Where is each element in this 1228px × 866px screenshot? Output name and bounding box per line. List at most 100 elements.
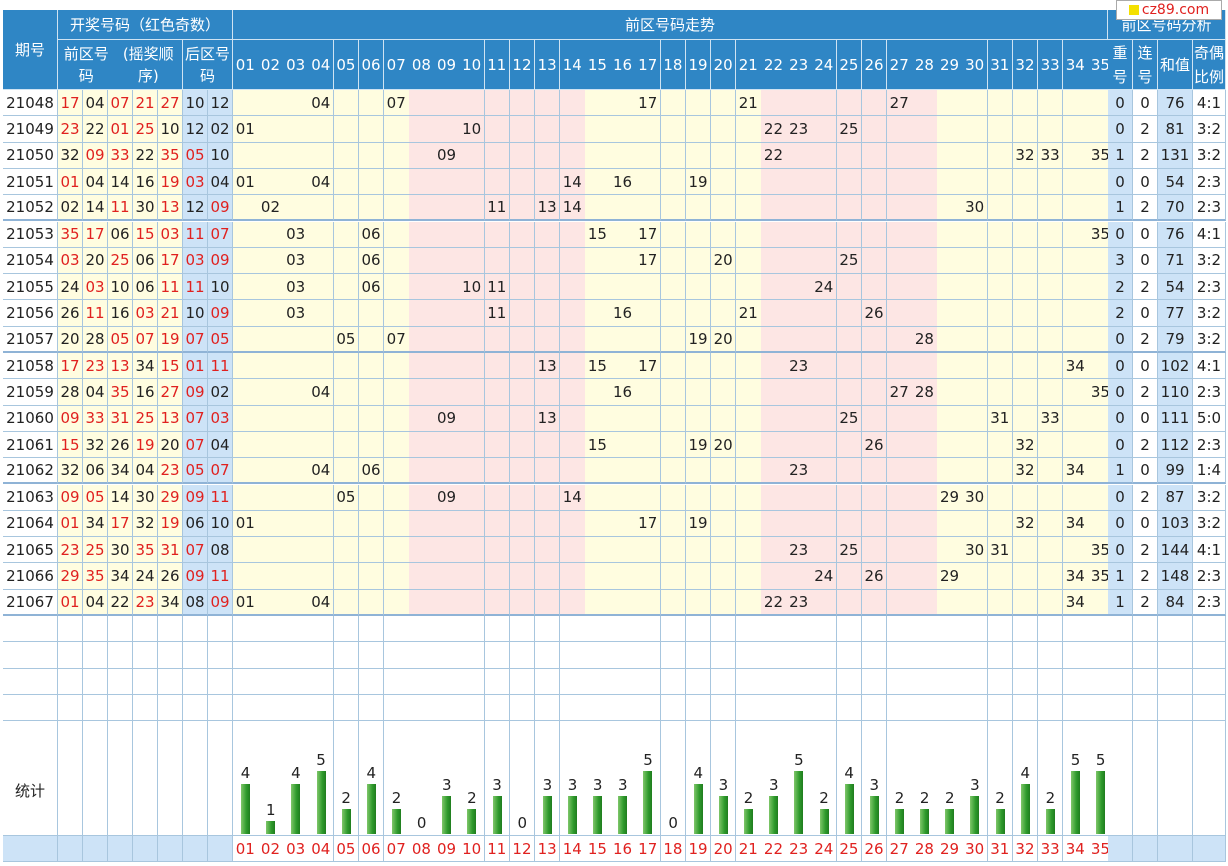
trend-cell — [383, 195, 410, 222]
front-draw-number: 06 — [108, 221, 133, 248]
header-trend-col-23: 23 — [786, 40, 812, 90]
trend-cell — [861, 537, 888, 564]
sum-cell: 84 — [1158, 589, 1193, 616]
empty-cell — [559, 616, 586, 643]
empty-cell — [183, 642, 208, 669]
issue-cell: 21052 — [3, 195, 58, 222]
trend-cell — [1062, 90, 1089, 117]
empty-cell — [786, 668, 812, 695]
trend-cell — [585, 510, 611, 538]
empty-cell — [559, 668, 586, 695]
empty-cell — [710, 642, 737, 669]
trend-cell — [509, 379, 536, 406]
trend-cell — [987, 247, 1014, 275]
trend-cell — [559, 510, 586, 538]
trend-cell — [283, 431, 309, 459]
trend-cell — [509, 300, 536, 327]
front-draw-number: 34 — [108, 458, 133, 485]
trend-cell — [333, 142, 360, 169]
site-logo[interactable]: cz89.com — [1116, 0, 1222, 20]
footer-empty-cell — [133, 836, 158, 862]
trend-cell — [484, 563, 511, 590]
trend-cell — [912, 431, 938, 459]
ratio-cell: 5:0 — [1193, 405, 1226, 432]
trend-cell — [761, 326, 787, 353]
trend-cell: 05 — [333, 484, 360, 511]
sum-cell: 87 — [1158, 484, 1193, 511]
trend-cell — [736, 221, 762, 248]
empty-cell — [1062, 668, 1089, 695]
trend-cell — [409, 247, 435, 275]
trend-cell — [258, 221, 284, 248]
front-draw-number: 19 — [158, 510, 183, 538]
trend-cell — [710, 458, 737, 485]
trend-cell — [258, 563, 284, 590]
trend-cell — [861, 353, 888, 380]
trend-cell — [358, 563, 385, 590]
footer-col-number: 16 — [610, 836, 636, 862]
trend-cell — [258, 90, 284, 117]
front-draw-number: 30 — [133, 484, 158, 511]
empty-cell — [434, 694, 460, 722]
trend-cell — [635, 326, 662, 353]
front-draw-number: 24 — [133, 563, 158, 590]
header-trend-col-10: 10 — [459, 40, 485, 90]
stats-bar — [844, 783, 854, 834]
front-draw-number: 27 — [158, 90, 183, 117]
sum-cell: 81 — [1158, 116, 1193, 143]
trend-cell — [610, 563, 636, 590]
trend-cell: 33 — [1037, 405, 1064, 432]
trend-cell — [610, 484, 636, 511]
front-draw-number: 19 — [158, 168, 183, 196]
empty-cell — [836, 721, 863, 748]
empty-cell — [409, 721, 435, 748]
trend-cell — [861, 274, 888, 301]
trend-cell: 20 — [710, 247, 737, 275]
trend-cell — [585, 90, 611, 117]
empty-cell — [258, 694, 284, 722]
empty-cell — [1012, 642, 1039, 669]
trend-cell — [912, 458, 938, 485]
front-draw-number: 22 — [108, 589, 133, 616]
trend-cell — [233, 537, 259, 564]
trend-cell — [710, 379, 737, 406]
trend-cell — [912, 405, 938, 432]
trend-cell — [1062, 484, 1089, 511]
empty-cell — [710, 668, 737, 695]
footer-col-number: 10 — [459, 836, 485, 862]
trend-cell — [962, 431, 988, 459]
trend-cell — [761, 247, 787, 275]
trend-cell — [836, 379, 863, 406]
trend-cell — [484, 116, 511, 143]
empty-cell — [58, 616, 83, 643]
trend-cell: 14 — [559, 195, 586, 222]
empty-cell — [912, 721, 938, 748]
trend-cell — [761, 379, 787, 406]
trend-cell — [962, 379, 988, 406]
trend-cell: 25 — [836, 247, 863, 275]
trend-cell — [358, 379, 385, 406]
issue-cell: 21064 — [3, 510, 58, 538]
stats-bar — [920, 808, 930, 834]
stats-bar-label: 3 — [567, 776, 578, 795]
trend-cell — [358, 431, 385, 459]
trend-cell — [836, 510, 863, 538]
trend-cell: 13 — [534, 405, 561, 432]
front-draw-number: 34 — [108, 563, 133, 590]
trend-cell — [383, 142, 410, 169]
trend-cell — [534, 589, 561, 616]
trend-cell: 04 — [308, 168, 335, 196]
trend-cell — [886, 326, 913, 353]
trend-cell — [811, 116, 838, 143]
empty-cell — [987, 668, 1014, 695]
empty-cell — [283, 694, 309, 722]
trend-cell — [886, 589, 913, 616]
empty-cell — [1037, 616, 1064, 643]
trend-cell — [383, 221, 410, 248]
empty-cell — [459, 642, 485, 669]
front-draw-number: 06 — [83, 458, 108, 485]
empty-cell — [358, 616, 385, 643]
back-draw-number: 07 — [183, 537, 208, 564]
trend-cell — [308, 510, 335, 538]
